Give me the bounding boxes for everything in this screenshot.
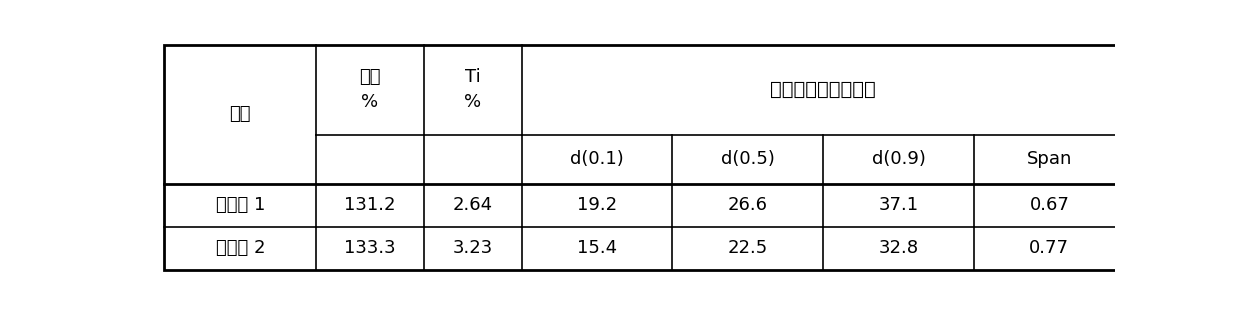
- Text: d(0.1): d(0.1): [570, 150, 624, 168]
- Text: 15.4: 15.4: [577, 239, 617, 257]
- Text: 133.3: 133.3: [344, 239, 395, 257]
- Text: 催化剂组分粒度分布: 催化剂组分粒度分布: [771, 80, 876, 99]
- Text: 22.5: 22.5: [727, 239, 768, 257]
- Text: Span: Span: [1027, 150, 1072, 168]
- Text: 实施例 2: 实施例 2: [216, 239, 265, 257]
- Text: 2.64: 2.64: [452, 197, 493, 215]
- Text: 收率
%: 收率 %: [359, 68, 380, 111]
- Text: 32.8: 32.8: [878, 239, 918, 257]
- Text: 19.2: 19.2: [577, 197, 617, 215]
- Text: d(0.5): d(0.5): [721, 150, 774, 168]
- Text: Ti
%: Ti %: [465, 68, 481, 111]
- Text: 0.67: 0.67: [1030, 197, 1069, 215]
- Text: 0.77: 0.77: [1030, 239, 1069, 257]
- Text: 项目: 项目: [229, 105, 252, 123]
- Text: 131.2: 131.2: [344, 197, 395, 215]
- Text: d(0.9): d(0.9): [871, 150, 926, 168]
- Text: 37.1: 37.1: [878, 197, 918, 215]
- Text: 3.23: 3.23: [452, 239, 493, 257]
- Text: 实施例 1: 实施例 1: [216, 197, 265, 215]
- Text: 26.6: 26.6: [727, 197, 768, 215]
